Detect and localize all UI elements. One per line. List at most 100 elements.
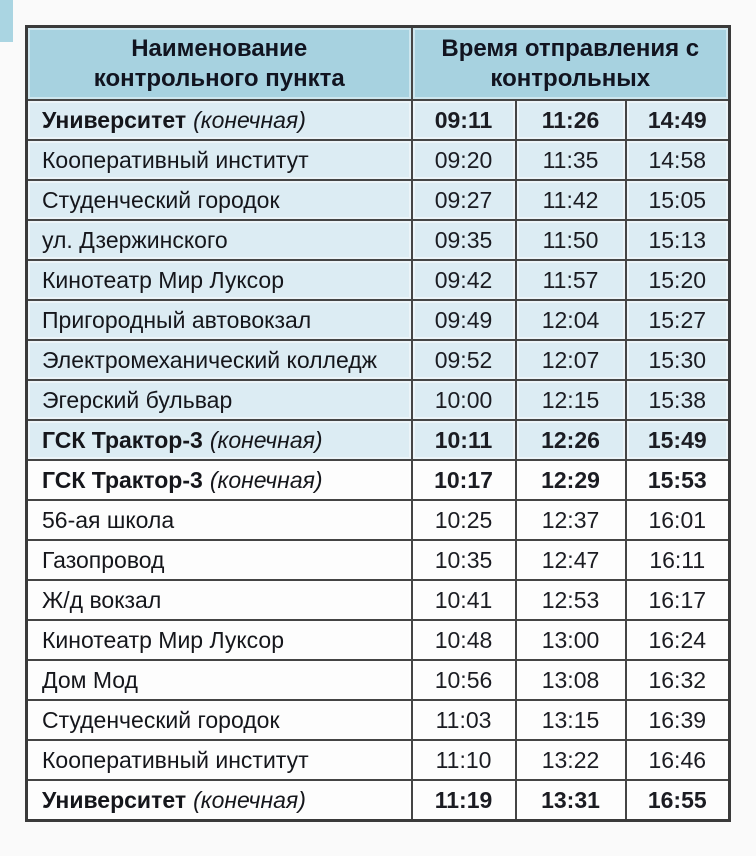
departure-time: 10:35 xyxy=(410,539,517,581)
stop-name: ул. Дзержинского xyxy=(42,226,228,253)
table-row: 56-ая школа 10:25 12:37 16:01 xyxy=(25,499,731,541)
stop-name: Студенческий городок xyxy=(42,706,280,733)
departure-time: 10:00 xyxy=(410,379,517,421)
departure-time: 15:05 xyxy=(624,179,731,221)
stop-name-cell: ГСК Трактор-3 (конечная) xyxy=(25,459,413,501)
table-row: Студенческий городок 11:03 13:15 16:39 xyxy=(25,699,731,741)
stop-name: Дом Мод xyxy=(42,666,138,693)
column-header-times: Время отправления с контрольных xyxy=(410,25,731,101)
departure-time: 11:50 xyxy=(514,219,627,261)
stop-name: Ж/д вокзал xyxy=(42,586,162,613)
table-row: ГСК Трактор-3 (конечная) 10:11 12:26 15:4… xyxy=(25,419,731,461)
stop-suffix: (конечная) xyxy=(209,426,323,453)
stop-name-cell: Дом Мод xyxy=(25,659,413,701)
stop-name-cell: Газопровод xyxy=(25,539,413,581)
table-row: Газопровод 10:35 12:47 16:11 xyxy=(25,539,731,581)
stop-name-cell: Студенческий городок xyxy=(25,179,413,221)
departure-time: 14:58 xyxy=(624,139,731,181)
departure-time: 11:10 xyxy=(410,739,517,781)
departure-time: 09:27 xyxy=(410,179,517,221)
departure-time: 15:20 xyxy=(624,259,731,301)
departure-time: 11:42 xyxy=(514,179,627,221)
stop-name: ГСК Трактор-3 xyxy=(42,466,203,493)
stop-name-cell: Ж/д вокзал xyxy=(25,579,413,621)
stop-name-cell: Кинотеатр Мир Луксор xyxy=(25,619,413,661)
stop-name-cell: Эгерский бульвар xyxy=(25,379,413,421)
stop-name: Университет xyxy=(42,786,187,813)
departure-time: 15:49 xyxy=(624,419,731,461)
table-row: Кинотеатр Мир Луксор 10:48 13:00 16:24 xyxy=(25,619,731,661)
departure-time: 16:17 xyxy=(624,579,731,621)
header-row: Наименование контрольного пункта Время о… xyxy=(25,25,731,101)
table-row: Электромеханический колледж 09:52 12:07 … xyxy=(25,339,731,381)
departure-time: 16:32 xyxy=(624,659,731,701)
departure-time: 16:46 xyxy=(624,739,731,781)
departure-time: 12:26 xyxy=(514,419,627,461)
departure-time: 15:30 xyxy=(624,339,731,381)
departure-time: 11:03 xyxy=(410,699,517,741)
stop-name: Кооперативный институт xyxy=(42,146,309,173)
stop-suffix: (конечная) xyxy=(193,786,306,813)
stop-name-cell: Университет (конечная) xyxy=(25,779,413,822)
table-row: Кооперативный институт 09:20 11:35 14:58 xyxy=(25,139,731,181)
departure-time: 12:37 xyxy=(514,499,627,541)
departure-time: 12:47 xyxy=(514,539,627,581)
departure-time: 11:26 xyxy=(514,99,627,141)
table-row: Кооперативный институт 11:10 13:22 16:46 xyxy=(25,739,731,781)
departure-time: 16:39 xyxy=(624,699,731,741)
departure-time: 14:49 xyxy=(624,99,731,141)
stop-name-cell: Студенческий городок xyxy=(25,699,413,741)
stop-name-cell: Электромеханический колледж xyxy=(25,339,413,381)
table-row: Пригородный автовокзал 09:49 12:04 15:27 xyxy=(25,299,731,341)
departure-time: 09:11 xyxy=(410,99,517,141)
departure-time: 11:57 xyxy=(514,259,627,301)
stop-name: 56-ая школа xyxy=(42,506,175,533)
departure-time: 15:27 xyxy=(624,299,731,341)
departure-time: 13:22 xyxy=(514,739,627,781)
departure-time: 12:53 xyxy=(514,579,627,621)
stop-name: Кинотеатр Мир Луксор xyxy=(42,626,285,653)
table-row: ГСК Трактор-3 (конечная) 10:17 12:29 15:5… xyxy=(25,459,731,501)
stop-name: Эгерский бульвар xyxy=(42,386,233,413)
departure-time: 16:01 xyxy=(624,499,731,541)
departure-time: 11:35 xyxy=(514,139,627,181)
departure-time: 13:08 xyxy=(514,659,627,701)
departure-time: 15:13 xyxy=(624,219,731,261)
timetable-body: Университет (конечная) 09:11 11:26 14:49 … xyxy=(25,99,731,822)
timetable-header: Наименование контрольного пункта Время о… xyxy=(25,25,731,101)
departure-time: 12:07 xyxy=(514,339,627,381)
stop-name-cell: ГСК Трактор-3 (конечная) xyxy=(25,419,413,461)
stop-name-cell: Кинотеатр Мир Луксор xyxy=(25,259,413,301)
departure-time: 09:20 xyxy=(410,139,517,181)
table-row: Эгерский бульвар 10:00 12:15 15:38 xyxy=(25,379,731,421)
stop-name-cell: 56-ая школа xyxy=(25,499,413,541)
departure-time: 09:52 xyxy=(410,339,517,381)
corner-decoration xyxy=(0,0,13,42)
table-row: ул. Дзержинского 09:35 11:50 15:13 xyxy=(25,219,731,261)
stop-name: Кинотеатр Мир Луксор xyxy=(42,266,285,293)
departure-time: 13:31 xyxy=(514,779,627,822)
stop-name-cell: Университет (конечная) xyxy=(25,99,413,141)
column-header-stops: Наименование контрольного пункта xyxy=(25,25,413,101)
departure-time: 15:38 xyxy=(624,379,731,421)
departure-time: 10:11 xyxy=(410,419,517,461)
stop-suffix: (конечная) xyxy=(193,106,306,133)
stop-name: Пригородный автовокзал xyxy=(42,306,312,333)
stop-name-cell: Пригородный автовокзал xyxy=(25,299,413,341)
departure-time: 09:35 xyxy=(410,219,517,261)
departure-time: 10:41 xyxy=(410,579,517,621)
stop-name: Университет xyxy=(42,106,187,133)
stop-name: Газопровод xyxy=(42,546,165,573)
stop-name-cell: Кооперативный институт xyxy=(25,139,413,181)
departure-time: 15:53 xyxy=(624,459,731,501)
stop-name-cell: ул. Дзержинского xyxy=(25,219,413,261)
departure-time: 12:29 xyxy=(514,459,627,501)
departure-time: 10:48 xyxy=(410,619,517,661)
departure-time: 12:04 xyxy=(514,299,627,341)
stop-name: ГСК Трактор-3 xyxy=(42,426,203,453)
stop-name: Кооперативный институт xyxy=(42,746,309,773)
departure-time: 10:56 xyxy=(410,659,517,701)
departure-time: 12:15 xyxy=(514,379,627,421)
departure-time: 16:24 xyxy=(624,619,731,661)
